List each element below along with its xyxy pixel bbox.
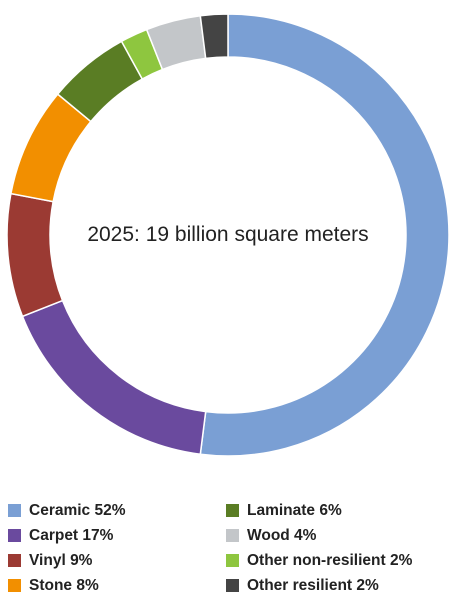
legend-label: Vinyl 9% bbox=[29, 551, 93, 569]
legend-item-other-resilient: Other resilient 2% bbox=[226, 573, 451, 598]
legend-swatch bbox=[226, 554, 239, 567]
legend-item-ceramic: Ceramic 52% bbox=[8, 498, 226, 523]
donut-chart: 2025: 19 billion square meters bbox=[6, 13, 450, 457]
center-label: 2025: 19 billion square meters bbox=[87, 223, 368, 246]
legend-swatch bbox=[8, 579, 21, 592]
donut-slices bbox=[6, 13, 450, 457]
slice-other-resilient bbox=[199, 13, 229, 60]
legend-swatch bbox=[226, 579, 239, 592]
legend-item-vinyl: Vinyl 9% bbox=[8, 548, 226, 573]
legend-item-other-non-resilient: Other non-resilient 2% bbox=[226, 548, 451, 573]
legend-swatch bbox=[226, 529, 239, 542]
legend-item-wood: Wood 4% bbox=[226, 523, 451, 548]
legend-swatch bbox=[8, 529, 21, 542]
legend-item-laminate: Laminate 6% bbox=[226, 498, 451, 523]
legend-item-stone: Stone 8% bbox=[8, 573, 226, 598]
legend-item-carpet: Carpet 17% bbox=[8, 523, 226, 548]
legend-label: Other non-resilient 2% bbox=[247, 551, 413, 569]
legend-label: Laminate 6% bbox=[247, 501, 342, 519]
slice-vinyl bbox=[6, 192, 64, 318]
legend-swatch bbox=[8, 504, 21, 517]
slice-carpet bbox=[21, 299, 207, 456]
legend-label: Other resilient 2% bbox=[247, 576, 379, 594]
legend-swatch bbox=[226, 504, 239, 517]
legend: Ceramic 52% Laminate 6% Carpet 17% Wood 4% V… bbox=[8, 498, 451, 598]
legend-label: Stone 8% bbox=[29, 576, 99, 594]
slice-ceramic bbox=[199, 13, 450, 457]
legend-label: Ceramic 52% bbox=[29, 501, 126, 519]
legend-swatch bbox=[8, 554, 21, 567]
legend-label: Wood 4% bbox=[247, 526, 317, 544]
legend-label: Carpet 17% bbox=[29, 526, 114, 544]
